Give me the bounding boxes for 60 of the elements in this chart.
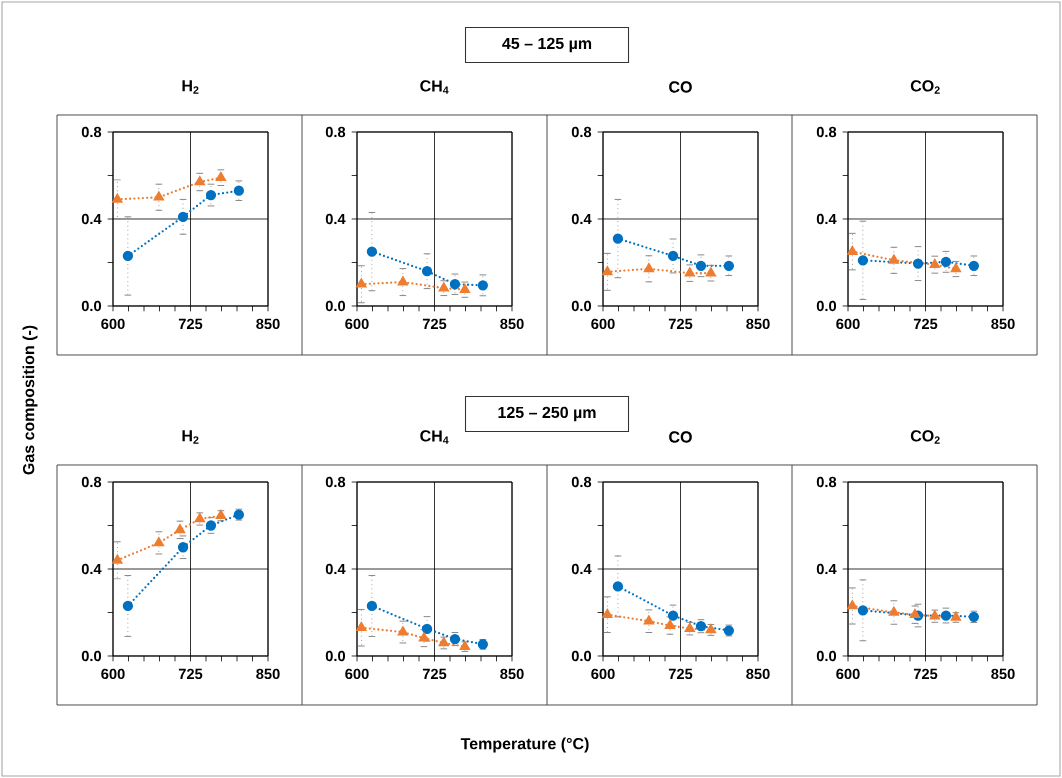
x-tick-label: 850 xyxy=(991,668,1015,680)
y-tick-label: 0.8 xyxy=(81,126,102,138)
y-tick-label: 0.4 xyxy=(81,213,102,225)
y-tick-label: 0.8 xyxy=(325,126,346,138)
x-tick-label: 600 xyxy=(591,668,615,680)
y-tick-label: 0.0 xyxy=(816,650,837,662)
text: Temperature (°C) xyxy=(460,737,589,753)
x-tick-label: 850 xyxy=(991,318,1015,330)
chart-title: CO xyxy=(669,81,692,93)
y-tick-label: 0.8 xyxy=(571,126,592,138)
chart-title: CO$_{2}$ xyxy=(910,430,940,444)
y-tick-label: 0.8 xyxy=(325,476,346,488)
chart-title: H$_{2}$ xyxy=(182,80,199,94)
x-tick-label: 600 xyxy=(591,318,615,330)
x-tick-label: 725 xyxy=(913,668,938,680)
x-tick-label: 725 xyxy=(913,318,938,330)
x-tick-label: 600 xyxy=(101,318,125,330)
x-tick-label: 600 xyxy=(101,668,125,680)
y-tick-label: 0.4 xyxy=(81,563,102,575)
y-tick-label: 0.4 xyxy=(816,213,837,225)
x-tick-label: 725 xyxy=(178,318,203,330)
y-tick-label: 0.0 xyxy=(325,300,346,312)
y-tick-label: 0.8 xyxy=(816,476,837,488)
y-tick-label: 0.4 xyxy=(816,563,837,575)
y-tick-label: 0.8 xyxy=(816,126,837,138)
chart-title: CO$_{2}$ xyxy=(910,80,940,94)
chart-title: H$_{2}$ xyxy=(182,430,199,444)
y-tick-label: 0.0 xyxy=(325,650,346,662)
y-tick-label: 0.4 xyxy=(571,213,592,225)
y-tick-label: 0.0 xyxy=(571,300,592,312)
x-tick-label: 850 xyxy=(746,668,770,680)
x-tick-label: 600 xyxy=(836,318,860,330)
x-tick-label: 850 xyxy=(256,318,280,330)
x-tick-label: 850 xyxy=(500,668,524,680)
text: 45 – 125 µm xyxy=(502,37,592,53)
x-tick-label: 600 xyxy=(345,318,369,330)
y-tick-label: 0.4 xyxy=(325,563,346,575)
x-tick-label: 850 xyxy=(500,318,524,330)
y-tick-label: 0.0 xyxy=(571,650,592,662)
x-tick-label: 600 xyxy=(836,668,860,680)
y-tick-label: 0.4 xyxy=(571,563,592,575)
chart-title: CO xyxy=(669,431,692,443)
x-tick-label: 850 xyxy=(746,318,770,330)
chart-title: CH$_{4}$ xyxy=(420,430,449,444)
y-tick-label: 0.8 xyxy=(81,476,102,488)
text: Gas composition (-) xyxy=(22,325,38,475)
y-tick-label: 0.0 xyxy=(81,300,102,312)
x-tick-label: 725 xyxy=(422,318,447,330)
y-tick-label: 0.0 xyxy=(816,300,837,312)
x-tick-label: 725 xyxy=(422,668,447,680)
y-tick-label: 0.0 xyxy=(81,650,102,662)
x-tick-label: 725 xyxy=(668,668,693,680)
y-tick-label: 0.4 xyxy=(325,213,346,225)
y-tick-label: 0.8 xyxy=(571,476,592,488)
x-tick-label: 600 xyxy=(345,668,369,680)
x-tick-label: 850 xyxy=(256,668,280,680)
x-tick-label: 725 xyxy=(178,668,203,680)
chart-title: CH$_{4}$ xyxy=(420,80,449,94)
x-tick-label: 725 xyxy=(668,318,693,330)
text: 125 – 250 µm xyxy=(498,406,596,422)
